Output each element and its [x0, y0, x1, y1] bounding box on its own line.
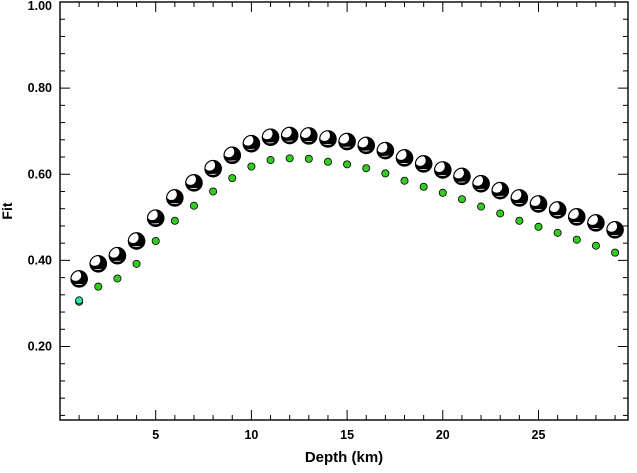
svg-text:10: 10	[244, 428, 258, 442]
svg-text:Depth (km): Depth (km)	[305, 449, 383, 466]
svg-text:0.60: 0.60	[28, 167, 52, 181]
svg-text:1.00: 1.00	[28, 0, 52, 13]
svg-text:0.80: 0.80	[28, 81, 52, 95]
svg-text:0.40: 0.40	[28, 253, 52, 267]
svg-text:0.20: 0.20	[28, 340, 52, 354]
svg-text:25: 25	[532, 428, 546, 442]
svg-text:5: 5	[152, 428, 159, 442]
svg-text:20: 20	[436, 428, 450, 442]
svg-text:15: 15	[340, 428, 354, 442]
svg-text:Fit: Fit	[0, 202, 15, 219]
